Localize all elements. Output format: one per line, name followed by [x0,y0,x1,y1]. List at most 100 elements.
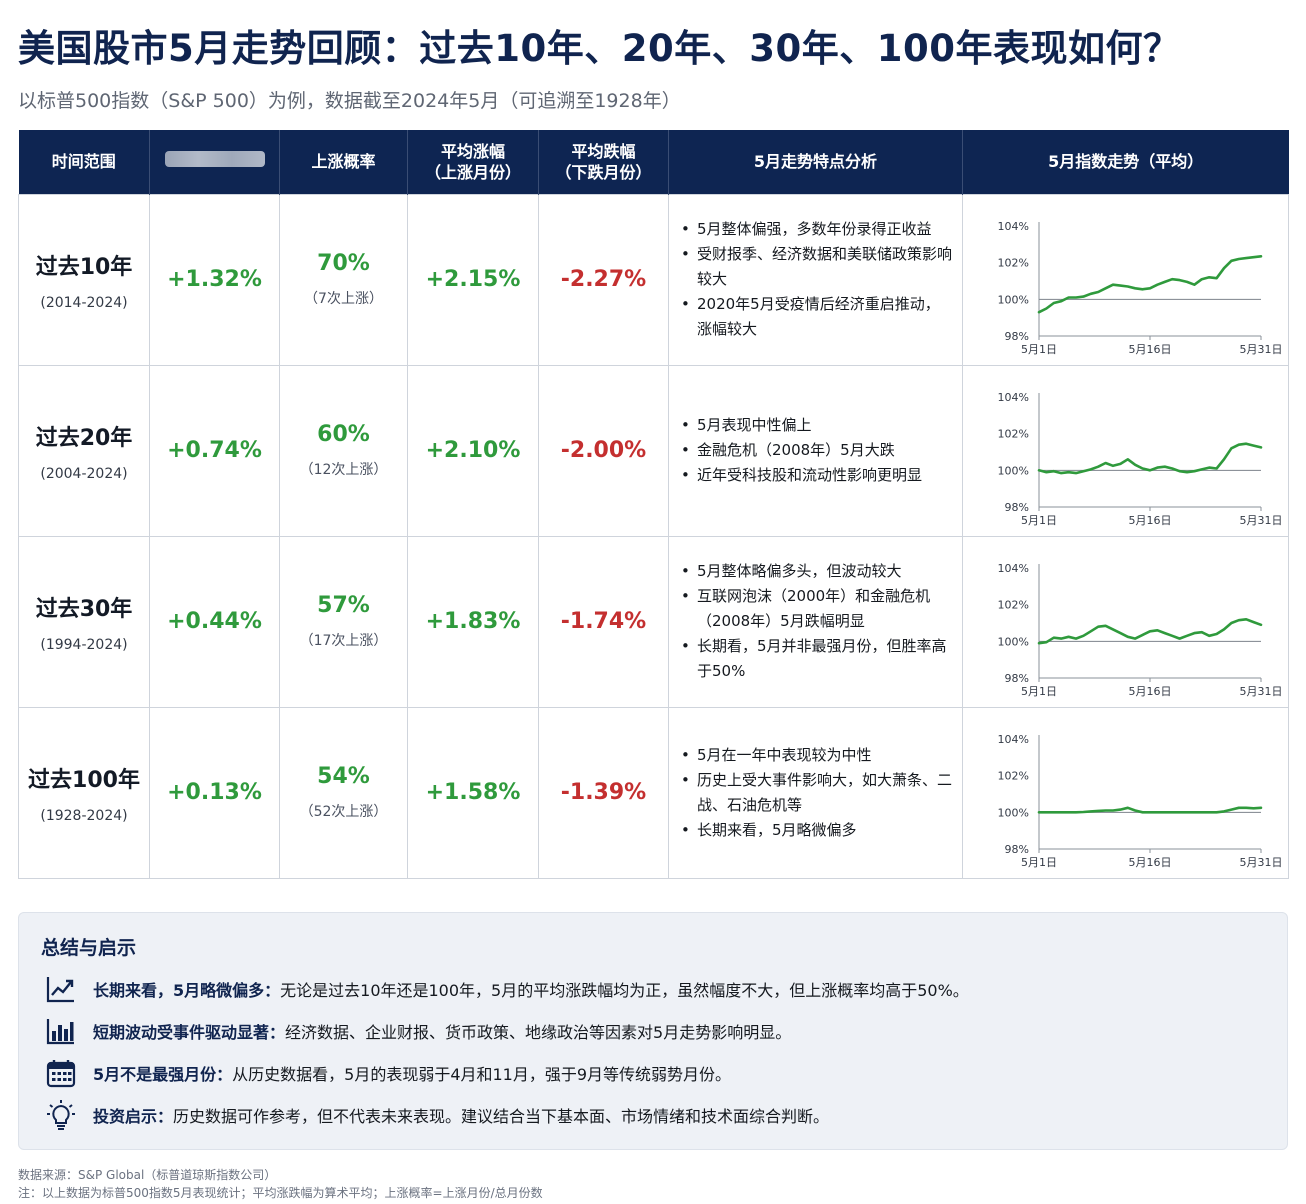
header-trend: 5月指数走势（平均） [962,130,1289,194]
y-tick-label: 98% [1005,843,1029,856]
avg-loss-cell: -1.39% [538,706,669,879]
series-line [1037,617,1263,644]
analysis-point: 受财报季、经济数据和美联储政策影响较大 [679,242,954,292]
trend-chart: 104% 102% 100% 98%5月1日 5月16日 5月31日 [998,733,1283,869]
up-count-note: （12次上涨） [299,462,388,478]
range-cell: 过去100年 (1928-2024) [18,706,150,879]
avg-return-value: +0.74% [167,438,262,463]
avg-gain-cell: +2.15% [407,193,539,366]
avg-gain-value: +2.15% [425,267,521,292]
avg-gain-cell: +2.10% [407,364,539,537]
table-row: 过去20年 (2004-2024) +0.74% 60% （12次上涨） +2.10% -2… [18,364,1289,537]
trend-chart-cell: 104% 102% 100% 98% 5月1日 5月16日 5月31日 [962,364,1289,537]
x-tick-label: 5月31日 [1240,514,1283,527]
analysis-point: 5月在一年中表现较为中性 [679,743,954,768]
analysis-point: 5月整体略偏多头，但波动较大 [679,559,954,584]
analysis-cell: 5月整体偏强，多数年份录得正收益受财报季、经济数据和美联储政策影响较大2020年… [668,193,963,366]
up-prob-value: 54% [317,764,370,789]
analysis-point: 5月表现中性偏上 [679,413,954,438]
trend-chart: 104% 102% 100% 98%5月1日 5月16日 5月31日 [998,562,1283,698]
up-count-note: （52次上涨） [299,804,388,820]
y-tick-label: 100% [998,464,1029,477]
up-prob-value: 60% [317,422,370,447]
y-tick-label: 98% [1005,330,1029,343]
header-range: 时间范围 [18,130,150,194]
avg-gain-value: +2.10% [425,438,521,463]
avg-gain-cell: +1.58% [407,706,539,879]
bar-chart-icon [45,1015,77,1047]
x-tick-label: 5月1日 [1021,343,1057,356]
x-tick-label: 5月16日 [1129,514,1172,527]
summary-text: 从历史数据看，5月的表现弱于4月和11月，强于9月等传统弱势月份。 [232,1065,732,1084]
y-tick-label: 100% [998,635,1029,648]
y-tick-label: 104% [998,562,1029,575]
summary-item: 投资启示： 历史数据可作参考，但不代表未来表现。建议结合当下基本面、市场情绪和技… [45,1099,829,1131]
avg-gain-value: +1.58% [425,780,521,805]
up-prob-cell: 57% （17次上涨） [279,535,408,708]
range-name: 过去10年 [35,254,133,280]
avg-return-cell: +0.13% [149,706,280,879]
x-tick-label: 5月1日 [1021,514,1057,527]
analysis-point: 长期看，5月并非最强月份，但胜率高于50% [679,634,954,684]
y-tick-label: 102% [998,769,1029,782]
x-tick-label: 5月16日 [1129,685,1172,698]
page-title: 美国股市5月走势回顾：过去10年、20年、30年、100年表现如何？ [18,27,1181,70]
up-prob-cell: 70% （7次上涨） [279,193,408,366]
analysis-point: 长期来看，5月略微偏多 [679,818,954,843]
analysis-list: 5月整体偏强，多数年份录得正收益受财报季、经济数据和美联储政策影响较大2020年… [669,217,962,342]
series-line [1037,806,1263,814]
trend-up-icon [45,973,77,1005]
avg-gain-value: +1.83% [425,609,521,634]
header-avg-return [149,130,280,194]
header-analysis: 5月走势特点分析 [668,130,963,194]
up-prob-cell: 60% （12次上涨） [279,364,408,537]
range-years: (2014-2024) [40,294,128,311]
avg-return-value: +0.44% [167,609,262,634]
y-tick-label: 102% [998,598,1029,611]
table-row: 过去10年 (2014-2024) +1.32% 70% （7次上涨） +2.15% -2.… [18,193,1289,366]
y-tick-label: 100% [998,806,1029,819]
avg-return-value: +0.13% [167,780,262,805]
analysis-list: 5月在一年中表现较为中性历史上受大事件影响大，如大萧条、二战、石油危机等长期来看… [669,743,962,843]
summary-item: 5月不是最强月份： 从历史数据看，5月的表现弱于4月和11月，强于9月等传统弱势… [45,1057,731,1089]
summary-item: 长期来看，5月略微偏多： 无论是过去10年还是100年，5月的平均涨跌幅均为正，… [45,973,969,1005]
avg-return-cell: +1.32% [149,193,280,366]
analysis-cell: 5月在一年中表现较为中性历史上受大事件影响大，如大萧条、二战、石油危机等长期来看… [668,706,963,879]
analysis-point: 互联网泡沫（2000年）和金融危机（2008年）5月跌幅明显 [679,584,954,634]
stats-table: 时间范围 上涨概率 平均涨幅 （上涨月份） 平均跌幅 （下跌月份） 5月走势特点分析… [18,130,1289,879]
x-tick-label: 5月31日 [1240,856,1283,869]
y-tick-label: 98% [1005,501,1029,514]
range-years: (1994-2024) [40,636,128,653]
table-row: 过去100年 (1928-2024) +0.13% 54% （52次上涨） +1.58% -… [18,706,1289,879]
up-count-note: （17次上涨） [299,633,388,649]
analysis-list: 5月整体略偏多头，但波动较大互联网泡沫（2000年）和金融危机（2008年）5月… [669,559,962,684]
avg-return-cell: +0.74% [149,364,280,537]
analysis-point: 金融危机（2008年）5月大跌 [679,438,954,463]
range-cell: 过去30年 (1994-2024) [18,535,150,708]
trend-chart-cell: 104% 102% 100% 98% 5月1日 5月16日 5月31日 [962,706,1289,879]
analysis-point: 5月整体偏强，多数年份录得正收益 [679,217,954,242]
blurred-header [164,151,265,168]
summary-panel: 总结与启示 长期来看，5月略微偏多： 无论是过去10年还是100年，5月的平均涨… [18,912,1288,1150]
analysis-cell: 5月表现中性偏上金融危机（2008年）5月大跌近年受科技股和流动性影响更明显 [668,364,963,537]
x-tick-label: 5月31日 [1240,685,1283,698]
header-avg-gain: 平均涨幅 （上涨月份） [407,130,539,194]
avg-loss-value: -1.39% [560,780,647,805]
footer-source: 数据来源：S&P Global（标普道琼斯指数公司） [18,1168,277,1182]
y-tick-label: 102% [998,256,1029,269]
avg-loss-value: -1.74% [560,609,647,634]
trend-chart-cell: 104% 102% 100% 98% 5月1日 5月16日 5月31日 [962,193,1289,366]
avg-return-cell: +0.44% [149,535,280,708]
analysis-list: 5月表现中性偏上金融危机（2008年）5月大跌近年受科技股和流动性影响更明显 [669,413,962,488]
range-name: 过去20年 [35,425,133,451]
y-tick-label: 102% [998,427,1029,440]
range-years: (2004-2024) [40,465,128,482]
series-line [1037,441,1263,474]
x-tick-label: 5月1日 [1021,856,1057,869]
up-prob-cell: 54% （52次上涨） [279,706,408,879]
footer-note: 注：以上数据为标普500指数5月表现统计；平均涨跌幅为算术平均；上涨概率=上涨月… [18,1186,543,1200]
trend-chart-cell: 104% 102% 100% 98% 5月1日 5月16日 5月31日 [962,535,1289,708]
summary-text: 无论是过去10年还是100年，5月的平均涨跌幅均为正，虽然幅度不大，但上涨概率均… [280,981,969,1000]
trend-chart: 104% 102% 100% 98%5月1日 5月16日 5月31日 [998,391,1283,527]
y-tick-label: 104% [998,220,1029,233]
